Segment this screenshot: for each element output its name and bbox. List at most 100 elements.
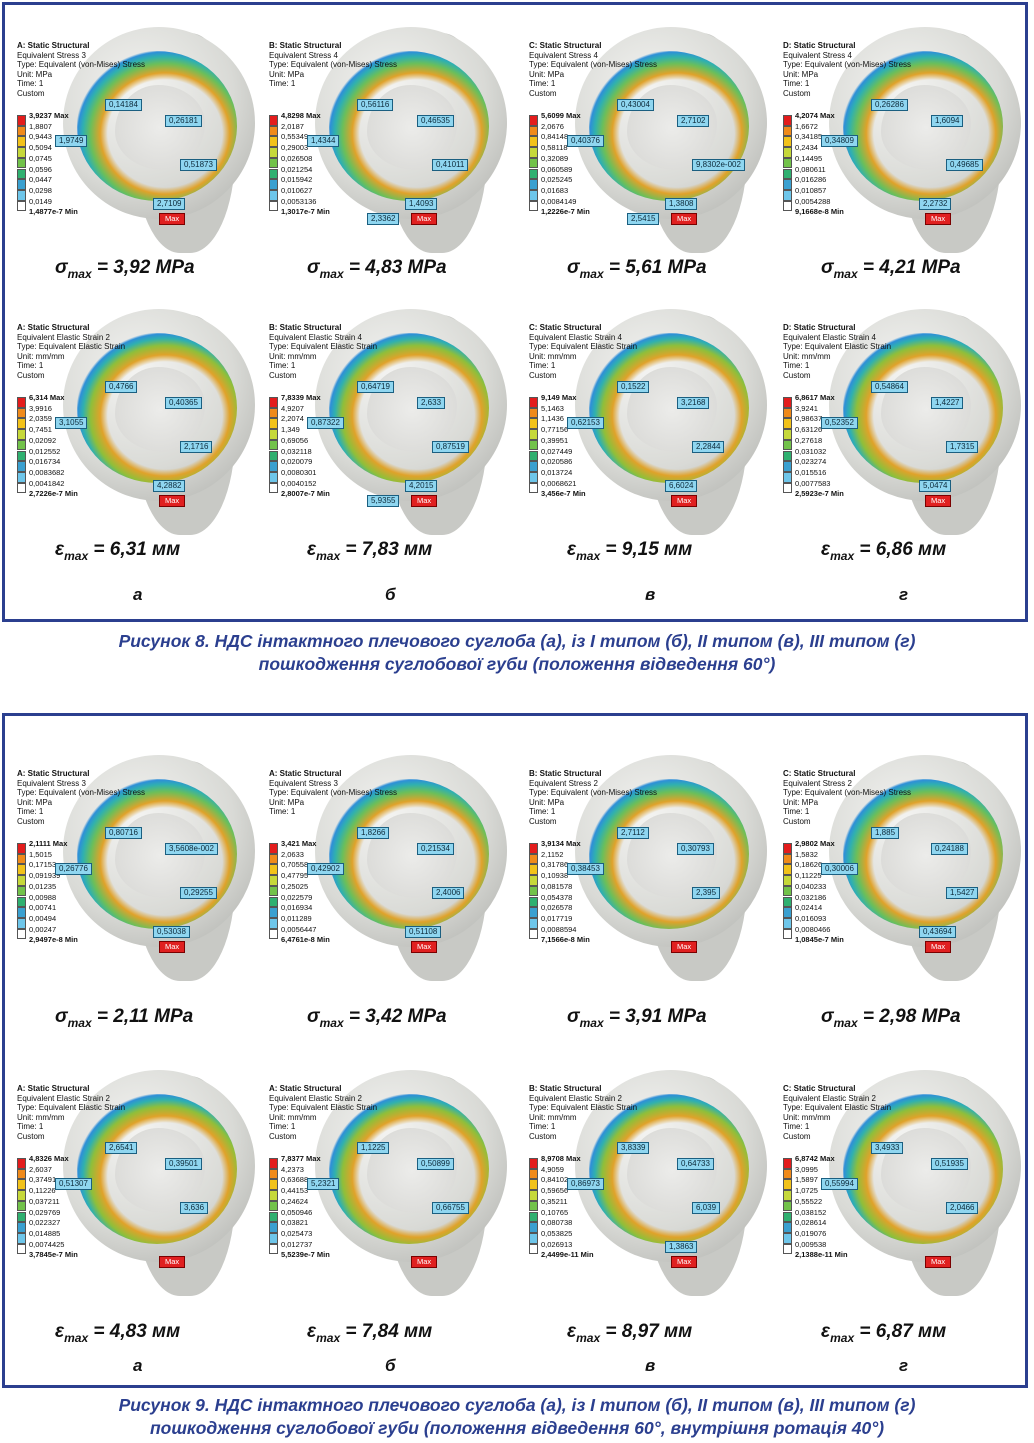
legend-value: 9,1668e-8 Min	[795, 207, 844, 217]
legend-swatch	[17, 439, 26, 451]
legend-value: 0,081578	[541, 881, 573, 891]
legend-swatch	[529, 864, 538, 876]
legend-value: 0,032118	[281, 446, 312, 456]
legend-value: 0,022579	[281, 892, 313, 902]
legend-swatch	[783, 907, 792, 918]
legend-swatch	[17, 896, 26, 908]
header-result: Equivalent Stress 4	[269, 50, 338, 60]
header-result: Equivalent Elastic Strain 2	[529, 1093, 622, 1103]
legend-value: 7,8377 Max	[281, 1154, 321, 1163]
legend-swatch	[269, 482, 278, 494]
formula-value: = 9,15 мм	[605, 539, 693, 560]
legend-swatch	[269, 1200, 278, 1212]
max-value-formula: σmax = 3,92 MPa	[55, 257, 195, 281]
header-title: B: Static Structural	[529, 769, 602, 778]
legend-swatch	[783, 1200, 792, 1212]
legend-value: 0,00494	[29, 913, 57, 923]
legend-value: 2,8007e-7 Min	[281, 489, 330, 499]
legend-swatch	[269, 853, 278, 865]
legend-value: 0,0068621	[541, 478, 577, 488]
header-time: Time: 1	[783, 79, 810, 88]
legend-value: 2,2074	[281, 414, 304, 424]
header-time: Time: 1	[17, 1122, 44, 1131]
formula-symbol: ε	[307, 539, 317, 560]
legend-swatch	[783, 418, 792, 430]
header-unit: Unit: MPa	[269, 797, 305, 807]
header-time: Time: 1	[783, 361, 810, 370]
formula-value: = 6,31 мм	[93, 539, 181, 560]
max-value-formula: σmax = 4,83 MPa	[307, 257, 447, 281]
header-result: Equivalent Elastic Strain 2	[17, 332, 110, 342]
legend-value: 6,314 Max	[29, 393, 65, 402]
formula-subscript: max	[833, 266, 858, 281]
legend-swatch	[17, 1158, 26, 1169]
probe-label: 2,3362	[367, 213, 400, 225]
header-custom: Custom	[17, 816, 45, 826]
legend-value: 0,32089	[541, 153, 569, 163]
legend-swatch	[17, 1232, 26, 1244]
legend-value: 0,031032	[795, 446, 827, 456]
legend-swatch	[269, 1168, 278, 1180]
legend-value: 0,69056	[281, 435, 309, 445]
probe-label: 2,5415	[627, 213, 660, 225]
figure-9-caption-line1: Рисунок 9. НДС інтактного плечового сугл…	[118, 1395, 916, 1415]
probe-label: 0,26181	[165, 115, 202, 127]
legend-swatch	[17, 1179, 26, 1191]
header-title: D: Static Structural	[783, 41, 856, 50]
legend-value: 0,14495	[795, 153, 823, 163]
legend-value: 0,009538	[795, 1239, 827, 1249]
probe-label: 3,2168	[677, 397, 710, 409]
legend-swatch	[17, 450, 26, 462]
max-value-formula: σmax = 3,42 MPa	[307, 1006, 447, 1030]
probe-label: 0,42902	[307, 863, 344, 875]
legend-value: 0,010627	[281, 185, 313, 195]
probe-label: 2,7109	[153, 198, 186, 210]
legend-value: 0,31786	[541, 860, 569, 870]
header-unit: Unit: MPa	[17, 797, 53, 807]
result-header: C: Static Structural Equivalent Elastic S…	[783, 1084, 891, 1141]
figure-8-caption-line1: Рисунок 8. НДС інтактного плечового сугл…	[118, 631, 916, 651]
max-marker: Max	[925, 213, 952, 225]
formula-value: = 6,86 мм	[859, 539, 947, 560]
legend-value: 0,080738	[541, 1218, 573, 1228]
header-type: Type: Equivalent (von-Mises) Stress	[17, 60, 146, 69]
legend-swatch	[783, 1211, 792, 1223]
legend-swatch	[529, 928, 538, 940]
header-type: Type: Equivalent Elastic Strain	[783, 1103, 892, 1112]
legend-value: 0,028614	[795, 1218, 827, 1228]
legend-swatch	[269, 179, 278, 190]
legend-swatch	[269, 168, 278, 180]
legend-value: 0,11225	[795, 871, 822, 881]
legend-value: 1,3017e-7 Min	[281, 207, 330, 217]
probe-label: 0,43004	[617, 99, 654, 111]
header-unit: Unit: MPa	[529, 797, 565, 807]
glenoid-center	[367, 1128, 457, 1213]
legend-swatch	[269, 189, 278, 201]
legend-value: 0,050946	[281, 1207, 313, 1217]
header-title: A: Static Structural	[269, 769, 342, 778]
legend-value: 0,18626	[795, 860, 823, 870]
header-time: Time: 1	[783, 1122, 810, 1131]
legend-swatch	[783, 1190, 792, 1201]
max-value-formula: εmax = 4,83 мм	[55, 1321, 180, 1345]
legend-value: 0,053825	[541, 1228, 573, 1238]
probe-label: 0,51935	[931, 1158, 968, 1170]
formula-symbol: ε	[55, 539, 65, 560]
formula-value: = 3,92 MPa	[96, 257, 195, 278]
header-time: Time: 1	[269, 361, 296, 370]
probe-label: 9,8302e-002	[692, 159, 745, 171]
legend-swatch	[529, 917, 538, 929]
max-value-formula: εmax = 9,15 мм	[567, 539, 692, 563]
legend-swatch	[17, 843, 26, 854]
probe-label: 0,40376	[567, 135, 604, 147]
legend-swatch	[17, 1211, 26, 1223]
formula-subscript: max	[576, 1330, 601, 1345]
legend-swatch	[783, 928, 792, 940]
header-type: Type: Equivalent (von-Mises) Stress	[529, 788, 658, 797]
legend-swatch	[269, 147, 278, 158]
header-title: C: Static Structural	[529, 41, 602, 50]
header-type: Type: Equivalent Elastic Strain	[783, 342, 892, 351]
